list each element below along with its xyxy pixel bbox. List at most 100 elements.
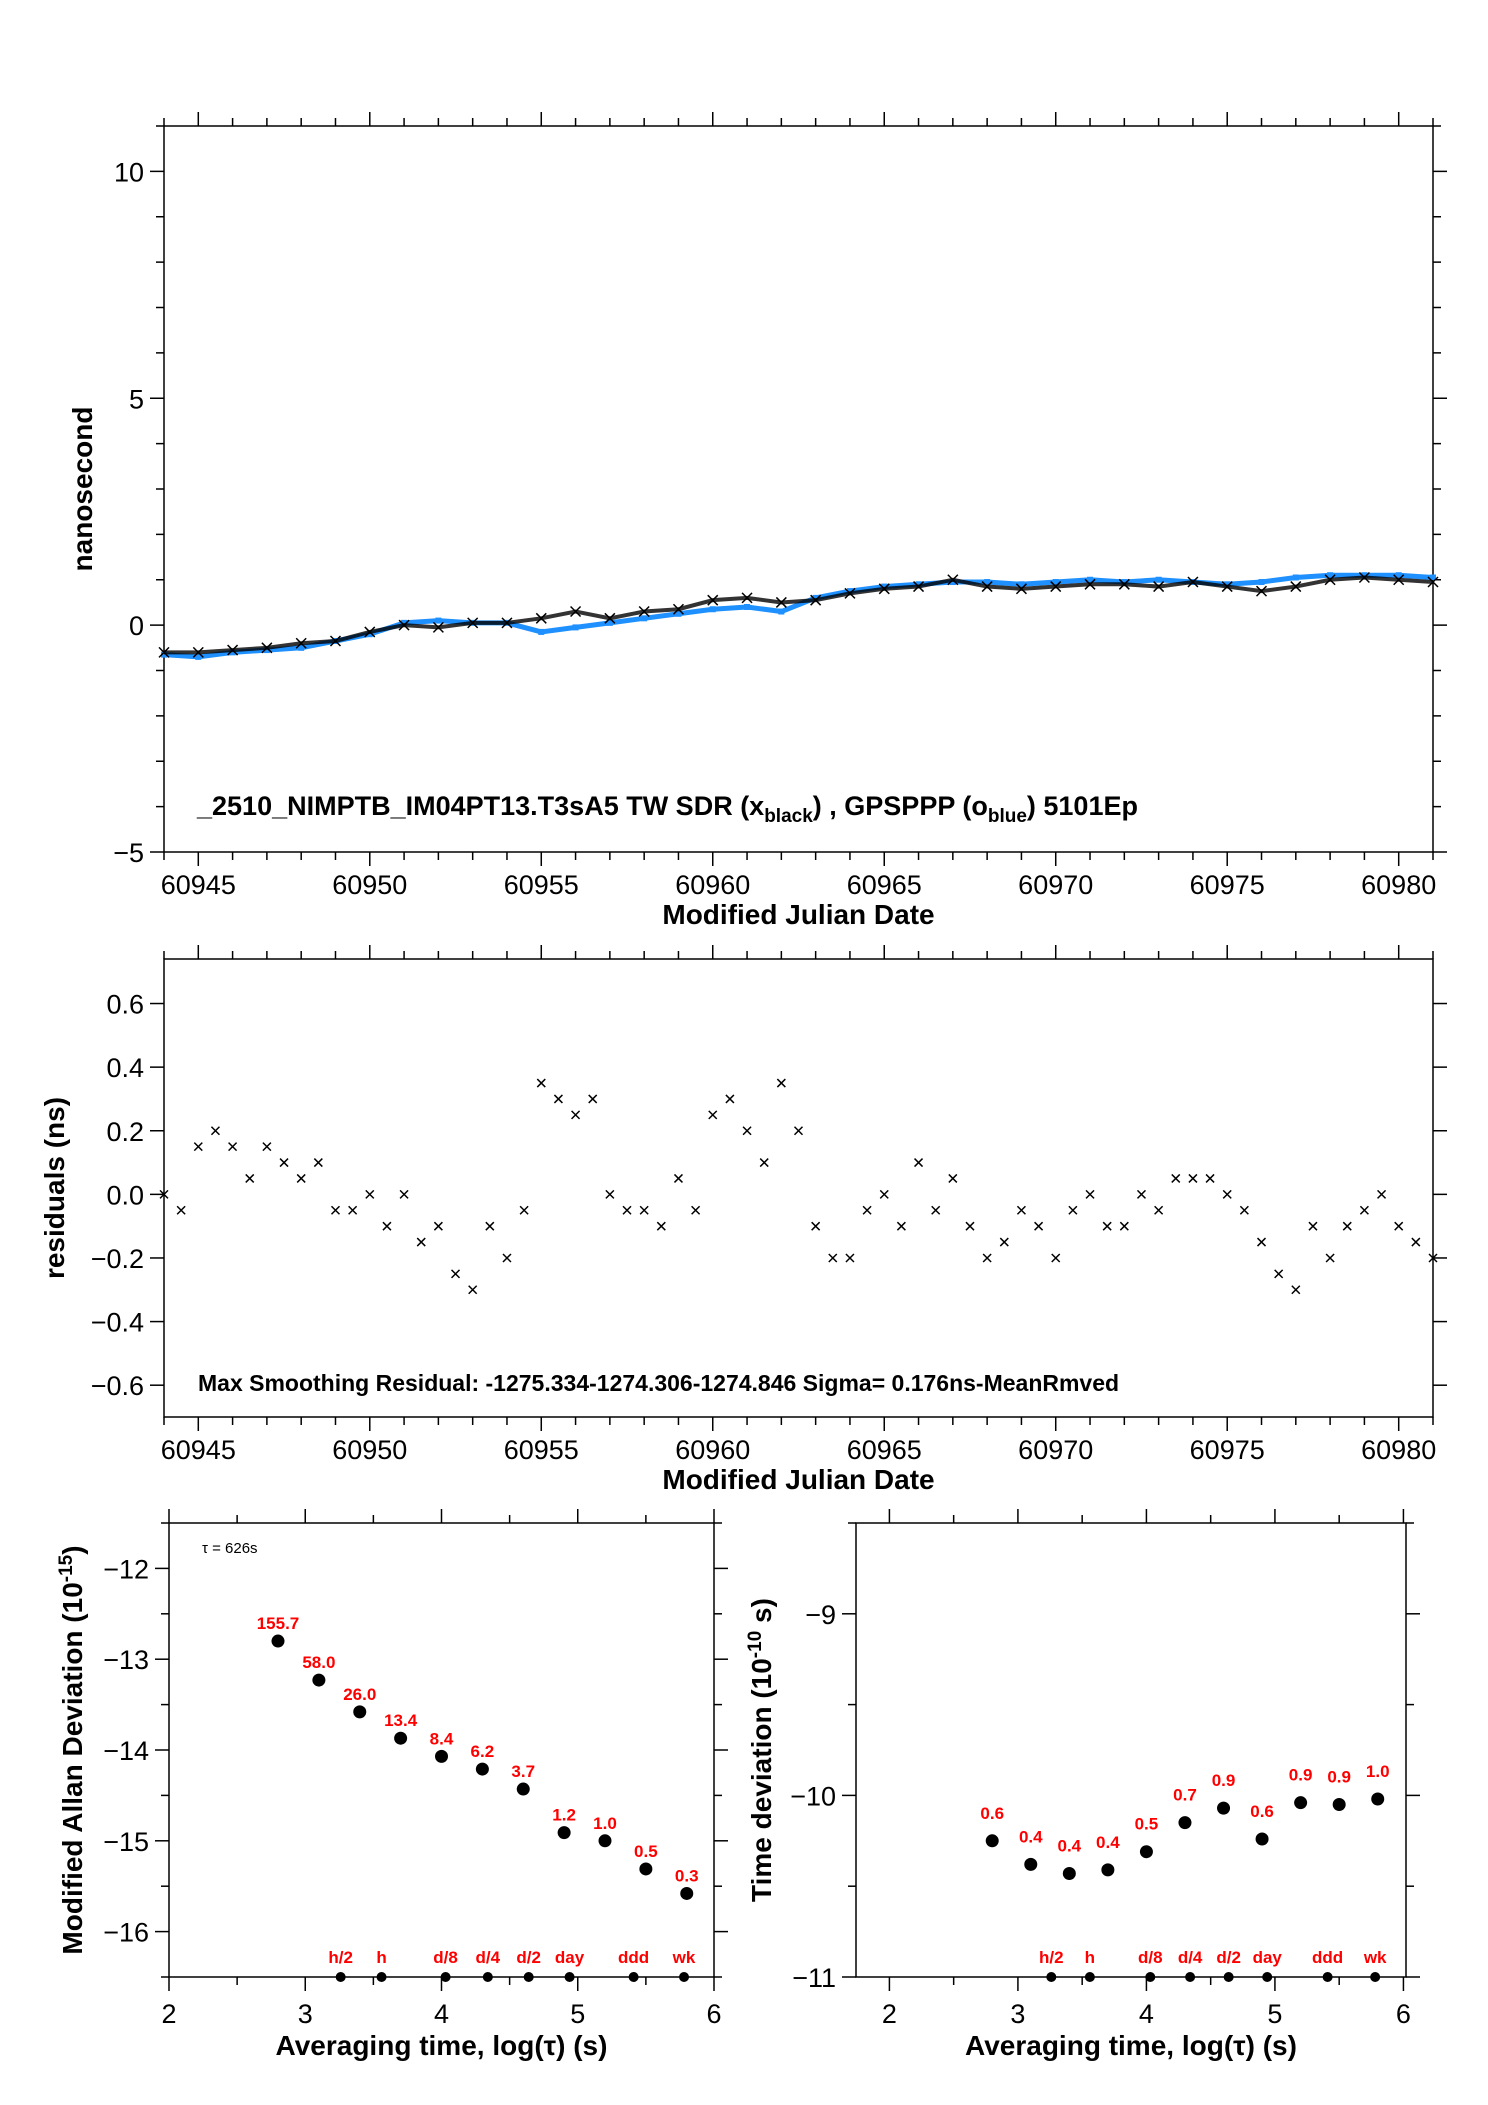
black-point	[672, 603, 684, 615]
black-point	[741, 592, 753, 604]
point-label: 8.4	[430, 1729, 454, 1748]
y-tick-label: 5	[129, 384, 144, 414]
y-tick-label: −11	[792, 1963, 836, 1993]
interval-label: day	[1253, 1948, 1283, 1967]
interval-marker	[1185, 1972, 1196, 1982]
point-label: 58.0	[302, 1653, 335, 1672]
black-point	[947, 574, 959, 586]
top-annotation: _2510_NIMPTB_IM04PT13.T3sA5 TW SDR (xbla…	[196, 791, 1138, 827]
residual-point	[193, 1142, 203, 1152]
y-tick-label: 0.2	[106, 1117, 144, 1147]
blue-point	[161, 651, 167, 658]
data-point	[1294, 1796, 1308, 1810]
interval-label: wk	[1363, 1948, 1387, 1967]
data-point	[312, 1673, 326, 1687]
residual-point	[348, 1205, 358, 1215]
blue-point	[812, 594, 819, 601]
black-point	[1050, 581, 1062, 593]
residual-point	[776, 1078, 786, 1088]
x-tick-label: 60980	[1361, 1435, 1436, 1465]
x-tick-label: 60955	[504, 1435, 579, 1465]
black-point	[261, 642, 273, 654]
interval-label: ddd	[618, 1948, 649, 1967]
residual-point	[1119, 1221, 1129, 1231]
residual-point	[536, 1078, 546, 1088]
x-tick-label: 4	[1139, 1999, 1154, 2029]
data-point	[394, 1731, 408, 1745]
x-axis-title: Modified Julian Date	[662, 899, 934, 930]
point-label: 13.4	[384, 1711, 418, 1730]
blue-point	[846, 588, 853, 595]
blue-point	[1258, 579, 1265, 586]
blue-point	[1430, 574, 1436, 581]
blue-point	[401, 619, 408, 626]
residual-point	[793, 1126, 804, 1136]
plot-frame-0	[163, 125, 1434, 853]
residual-point	[656, 1221, 666, 1231]
y-tick-label: 10	[114, 157, 144, 187]
data-point	[353, 1705, 367, 1719]
interval-label: h	[376, 1948, 386, 1967]
point-label: 6.2	[471, 1742, 495, 1761]
point-label: 0.9	[1212, 1771, 1236, 1790]
y-tick-label: −5	[113, 838, 144, 868]
residual-point	[1377, 1189, 1387, 1199]
residual-point	[622, 1205, 632, 1215]
point-label: 0.6	[980, 1804, 1004, 1823]
data-point	[598, 1834, 612, 1848]
data-point	[1217, 1801, 1231, 1815]
interval-label: d/2	[1216, 1948, 1241, 1967]
residual-point	[416, 1237, 426, 1247]
residual-point	[1325, 1253, 1335, 1263]
residual-point	[313, 1158, 323, 1168]
x-tick-label: 5	[1267, 1999, 1282, 2029]
point-label: 1.0	[593, 1814, 617, 1833]
residual-point	[605, 1189, 615, 1199]
x-tick-label: 5	[570, 1999, 585, 2029]
residual-point	[433, 1221, 443, 1231]
point-label: 0.9	[1289, 1766, 1313, 1785]
residual-point	[279, 1158, 289, 1168]
black-point	[501, 617, 513, 629]
black-point	[707, 594, 719, 606]
x-tick-label: 60975	[1190, 870, 1265, 900]
residual-point	[759, 1158, 769, 1168]
interval-label: d/2	[516, 1948, 541, 1967]
data-point	[557, 1826, 571, 1840]
residual-point	[1154, 1205, 1164, 1215]
y-tick-label: 0.6	[106, 990, 144, 1020]
x-tick-label: 60970	[1018, 1435, 1093, 1465]
interval-label: h	[1085, 1948, 1095, 1967]
interval-label: h/2	[1039, 1948, 1064, 1967]
blue-point	[1224, 581, 1231, 588]
residual-point	[965, 1221, 975, 1231]
plot-frame-3	[855, 1522, 1407, 1978]
residual-point	[811, 1221, 821, 1231]
black-point	[1221, 581, 1233, 593]
residual-point	[1034, 1221, 1044, 1231]
residual-point	[365, 1189, 375, 1199]
blue-point	[263, 647, 270, 654]
x-tick-label: 4	[434, 1999, 449, 2029]
y-tick-label: −12	[103, 1554, 149, 1584]
residual-point	[896, 1221, 906, 1231]
black-point	[192, 646, 204, 658]
blue-point	[1395, 572, 1402, 579]
blue-point	[778, 608, 785, 615]
interval-label: h/2	[328, 1948, 353, 1967]
y-tick-label: −16	[103, 1918, 149, 1948]
residual-point	[519, 1205, 529, 1215]
interval-marker	[1223, 1972, 1234, 1982]
residual-annotation: Max Smoothing Residual: -1275.334-1274.3…	[198, 1370, 1119, 1396]
black-point	[398, 619, 410, 631]
residual-point	[450, 1269, 461, 1279]
blue-point	[641, 615, 648, 622]
interval-marker	[482, 1972, 493, 1982]
blue-point	[229, 649, 236, 656]
residual-point	[228, 1142, 238, 1152]
black-point	[638, 605, 650, 618]
data-point	[1255, 1832, 1269, 1846]
x-tick-label: 60960	[675, 1435, 750, 1465]
x-tick-label: 6	[706, 1999, 721, 2029]
